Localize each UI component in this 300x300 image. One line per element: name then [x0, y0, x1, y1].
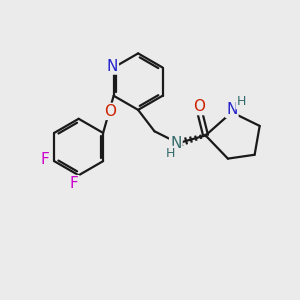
Text: H: H — [237, 95, 246, 108]
Text: F: F — [70, 176, 79, 191]
Text: F: F — [41, 152, 50, 167]
Text: N: N — [226, 102, 237, 117]
Text: O: O — [193, 99, 205, 114]
Text: H: H — [166, 147, 175, 160]
Text: N: N — [106, 58, 118, 74]
Text: N: N — [170, 136, 182, 151]
Text: O: O — [104, 104, 116, 119]
